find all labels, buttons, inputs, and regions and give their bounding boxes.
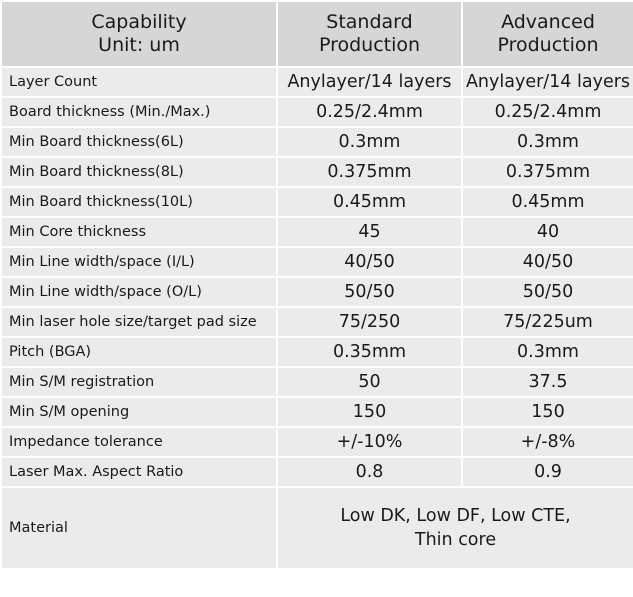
row-label: Min Board thickness(8L) xyxy=(0,156,278,188)
table-row: Min Line width/space (I/L) 40/50 40/50 xyxy=(0,246,633,278)
row-label: Min Line width/space (O/L) xyxy=(0,276,278,308)
standard-value: 0.45mm xyxy=(276,186,463,218)
table-row: Min Board thickness(6L) 0.3mm 0.3mm xyxy=(0,126,633,158)
header-advanced-production: Advanced Production xyxy=(461,0,633,68)
table-row: Min S/M registration 50 37.5 xyxy=(0,366,633,398)
advanced-value: 0.25/2.4mm xyxy=(461,96,633,128)
advanced-value: 150 xyxy=(461,396,633,428)
standard-value: 0.35mm xyxy=(276,336,463,368)
advanced-value: Anylayer/14 layers xyxy=(461,66,633,98)
header-standard-line1: Standard xyxy=(326,11,413,33)
row-label: Min Board thickness(6L) xyxy=(0,126,278,158)
header-row: Capability Unit: um Standard Production … xyxy=(0,0,633,68)
standard-value: 0.375mm xyxy=(276,156,463,188)
table-row: Min laser hole size/target pad size 75/2… xyxy=(0,306,633,338)
standard-value: 0.3mm xyxy=(276,126,463,158)
advanced-value: 37.5 xyxy=(461,366,633,398)
standard-value: 0.8 xyxy=(276,456,463,488)
advanced-value: 50/50 xyxy=(461,276,633,308)
table-row: Min Board thickness(10L) 0.45mm 0.45mm xyxy=(0,186,633,218)
table-row: Min Line width/space (O/L) 50/50 50/50 xyxy=(0,276,633,308)
advanced-value: 40 xyxy=(461,216,633,248)
header-capability-unit: Unit: um xyxy=(98,34,180,56)
header-advanced-line2: Production xyxy=(497,34,599,56)
row-label: Min Line width/space (I/L) xyxy=(0,246,278,278)
row-label: Pitch (BGA) xyxy=(0,336,278,368)
material-value-line2: Thin core xyxy=(414,530,497,550)
advanced-value: 0.3mm xyxy=(461,126,633,158)
row-label: Min laser hole size/target pad size xyxy=(0,306,278,338)
standard-value: +/-10% xyxy=(276,426,463,458)
standard-value: 150 xyxy=(276,396,463,428)
advanced-value: 0.9 xyxy=(461,456,633,488)
material-value-line1: Low DK, Low DF, Low CTE, xyxy=(340,506,571,526)
table-row: Impedance tolerance +/-10% +/-8% xyxy=(0,426,633,458)
row-label: Min S/M opening xyxy=(0,396,278,428)
advanced-value: 0.45mm xyxy=(461,186,633,218)
standard-value: 0.25/2.4mm xyxy=(276,96,463,128)
standard-value: 40/50 xyxy=(276,246,463,278)
row-label: Min Core thickness xyxy=(0,216,278,248)
material-row: Material Low DK, Low DF, Low CTE, Thin c… xyxy=(0,486,633,570)
header-advanced-line1: Advanced xyxy=(501,11,595,33)
capability-table: Capability Unit: um Standard Production … xyxy=(0,0,633,570)
row-label: Laser Max. Aspect Ratio xyxy=(0,456,278,488)
standard-value: 50 xyxy=(276,366,463,398)
header-capability: Capability Unit: um xyxy=(0,0,278,68)
standard-value: Anylayer/14 layers xyxy=(276,66,463,98)
row-label: Board thickness (Min./Max.) xyxy=(0,96,278,128)
table-row: Board thickness (Min./Max.) 0.25/2.4mm 0… xyxy=(0,96,633,128)
advanced-value: +/-8% xyxy=(461,426,633,458)
row-label: Min S/M registration xyxy=(0,366,278,398)
table-row: Min Board thickness(8L) 0.375mm 0.375mm xyxy=(0,156,633,188)
advanced-value: 40/50 xyxy=(461,246,633,278)
table-row: Min S/M opening 150 150 xyxy=(0,396,633,428)
header-standard-production: Standard Production xyxy=(276,0,463,68)
table-row: Min Core thickness 45 40 xyxy=(0,216,633,248)
standard-value: 50/50 xyxy=(276,276,463,308)
advanced-value: 75/225um xyxy=(461,306,633,338)
table-row: Pitch (BGA) 0.35mm 0.3mm xyxy=(0,336,633,368)
row-label: Min Board thickness(10L) xyxy=(0,186,278,218)
standard-value: 75/250 xyxy=(276,306,463,338)
material-value: Low DK, Low DF, Low CTE, Thin core xyxy=(276,486,633,570)
advanced-value: 0.3mm xyxy=(461,336,633,368)
header-capability-title: Capability xyxy=(91,11,187,33)
row-label: Impedance tolerance xyxy=(0,426,278,458)
standard-value: 45 xyxy=(276,216,463,248)
advanced-value: 0.375mm xyxy=(461,156,633,188)
table-row: Laser Max. Aspect Ratio 0.8 0.9 xyxy=(0,456,633,488)
table-row: Layer Count Anylayer/14 layers Anylayer/… xyxy=(0,66,633,98)
row-label: Layer Count xyxy=(0,66,278,98)
header-standard-line2: Production xyxy=(318,34,421,56)
material-label: Material xyxy=(0,486,278,570)
